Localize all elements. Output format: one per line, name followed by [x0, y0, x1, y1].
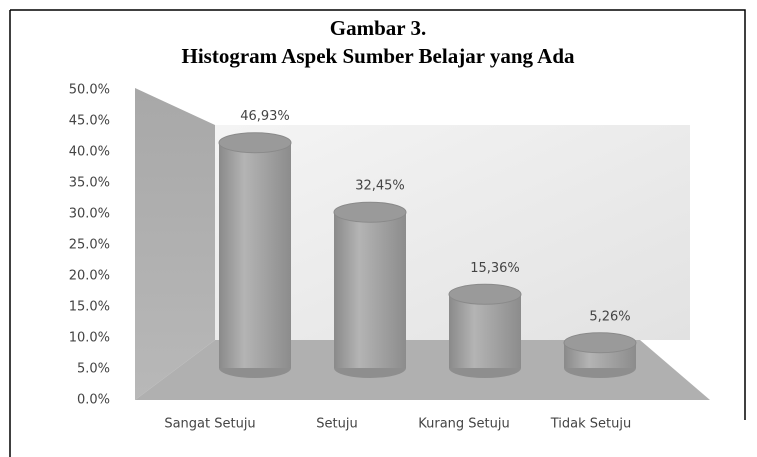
bar-top	[448, 283, 522, 305]
bar	[334, 212, 406, 368]
value-label: 5,26%	[589, 309, 630, 324]
bar	[219, 142, 291, 368]
y-tick-label: 10.0%	[69, 331, 110, 346]
frame	[9, 9, 746, 457]
x-tick-label: Kurang Setuju	[418, 417, 510, 432]
chart-title: Gambar 3.	[330, 16, 426, 40]
back-wall	[215, 125, 690, 340]
y-tick-label: 15.0%	[69, 300, 110, 315]
value-label: 46,93%	[240, 109, 290, 124]
bar	[449, 294, 521, 368]
y-tick-label: 5.0%	[77, 362, 110, 377]
value-label: 32,45%	[355, 179, 405, 194]
y-tick-label: 35.0%	[69, 176, 110, 191]
y-tick-label: 0.0%	[77, 393, 110, 408]
bar-top	[218, 132, 292, 154]
y-tick-label: 25.0%	[69, 238, 110, 253]
chart-title: Histogram Aspek Sumber Belajar yang Ada	[181, 44, 575, 68]
y-tick-label: 45.0%	[69, 114, 110, 129]
x-tick-label: Sangat Setuju	[164, 417, 255, 432]
x-tick-label: Setuju	[316, 417, 357, 432]
y-tick-label: 40.0%	[69, 145, 110, 160]
y-tick-label: 30.0%	[69, 207, 110, 222]
side-wall	[135, 88, 215, 400]
y-tick-label: 20.0%	[69, 269, 110, 284]
bar-top	[563, 332, 637, 354]
value-label: 15,36%	[470, 261, 520, 276]
y-tick-label: 50.0%	[69, 83, 110, 98]
x-tick-label: Tidak Setuju	[550, 417, 631, 432]
bar-top	[333, 201, 407, 223]
